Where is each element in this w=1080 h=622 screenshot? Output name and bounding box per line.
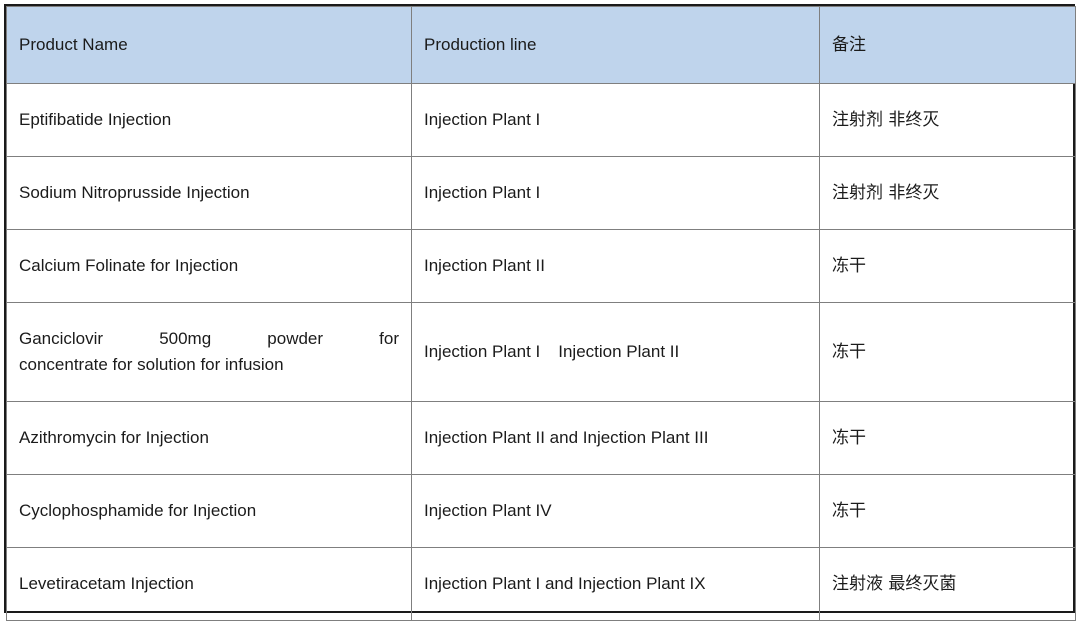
cell-production-line: Injection Plant I — [411, 83, 820, 157]
table-row: Sodium Nitroprusside Injection Injection… — [6, 156, 1076, 230]
cell-remark: 注射液 最终灭菌 — [819, 547, 1076, 621]
cell-production-line: Injection Plant I — [411, 156, 820, 230]
table-row: Cyclophosphamide for Injection Injection… — [6, 474, 1076, 548]
product-table-container: Product Name Production line 备注 Eptifiba… — [4, 4, 1076, 621]
cell-remark: 冻干 — [819, 302, 1076, 402]
table-row: Calcium Folinate for Injection Injection… — [6, 229, 1076, 303]
product-table: Product Name Production line 备注 Eptifiba… — [6, 6, 1076, 621]
production-line-primary: Injection Plant I — [424, 341, 541, 361]
cell-production-line: Injection Plant I Injection Plant II — [411, 302, 820, 402]
table-row: Ganciclovir 500mg powder for concentrate… — [6, 302, 1076, 402]
table-row: Levetiracetam Injection Injection Plant … — [6, 547, 1076, 621]
cell-production-line: Injection Plant I and Injection Plant IX — [411, 547, 820, 621]
cell-remark: 冻干 — [819, 401, 1076, 475]
cell-production-line: Injection Plant II and Injection Plant I… — [411, 401, 820, 475]
col-production-line: Production line — [411, 6, 820, 84]
header-row: Product Name Production line 备注 — [6, 6, 1076, 84]
cell-product-name-line-2: concentrate for solution for infusion — [19, 355, 284, 374]
cell-product-name: Calcium Folinate for Injection — [6, 229, 412, 303]
cell-product-name: Eptifibatide Injection — [6, 83, 412, 157]
table-body: Eptifibatide Injection Injection Plant I… — [6, 83, 1076, 621]
cell-product-name-line-1: Ganciclovir 500mg powder for — [19, 328, 399, 348]
cell-production-line: Injection Plant IV — [411, 474, 820, 548]
table-header: Product Name Production line 备注 — [6, 6, 1076, 84]
cell-product-name: Cyclophosphamide for Injection — [6, 474, 412, 548]
cell-remark: 注射剂 非终灭 — [819, 83, 1076, 157]
table-row: Azithromycin for Injection Injection Pla… — [6, 401, 1076, 475]
cell-remark: 注射剂 非终灭 — [819, 156, 1076, 230]
table-row: Eptifibatide Injection Injection Plant I… — [6, 83, 1076, 157]
col-product-name: Product Name — [6, 6, 412, 84]
cell-remark: 冻干 — [819, 474, 1076, 548]
col-remarks: 备注 — [819, 6, 1076, 84]
cell-remark: 冻干 — [819, 229, 1076, 303]
production-line-secondary: Injection Plant II — [558, 341, 680, 361]
cell-product-name: Levetiracetam Injection — [6, 547, 412, 621]
cell-product-name: Sodium Nitroprusside Injection — [6, 156, 412, 230]
cell-production-line: Injection Plant II — [411, 229, 820, 303]
cell-product-name: Ganciclovir 500mg powder for concentrate… — [6, 302, 412, 402]
cell-product-name: Azithromycin for Injection — [6, 401, 412, 475]
